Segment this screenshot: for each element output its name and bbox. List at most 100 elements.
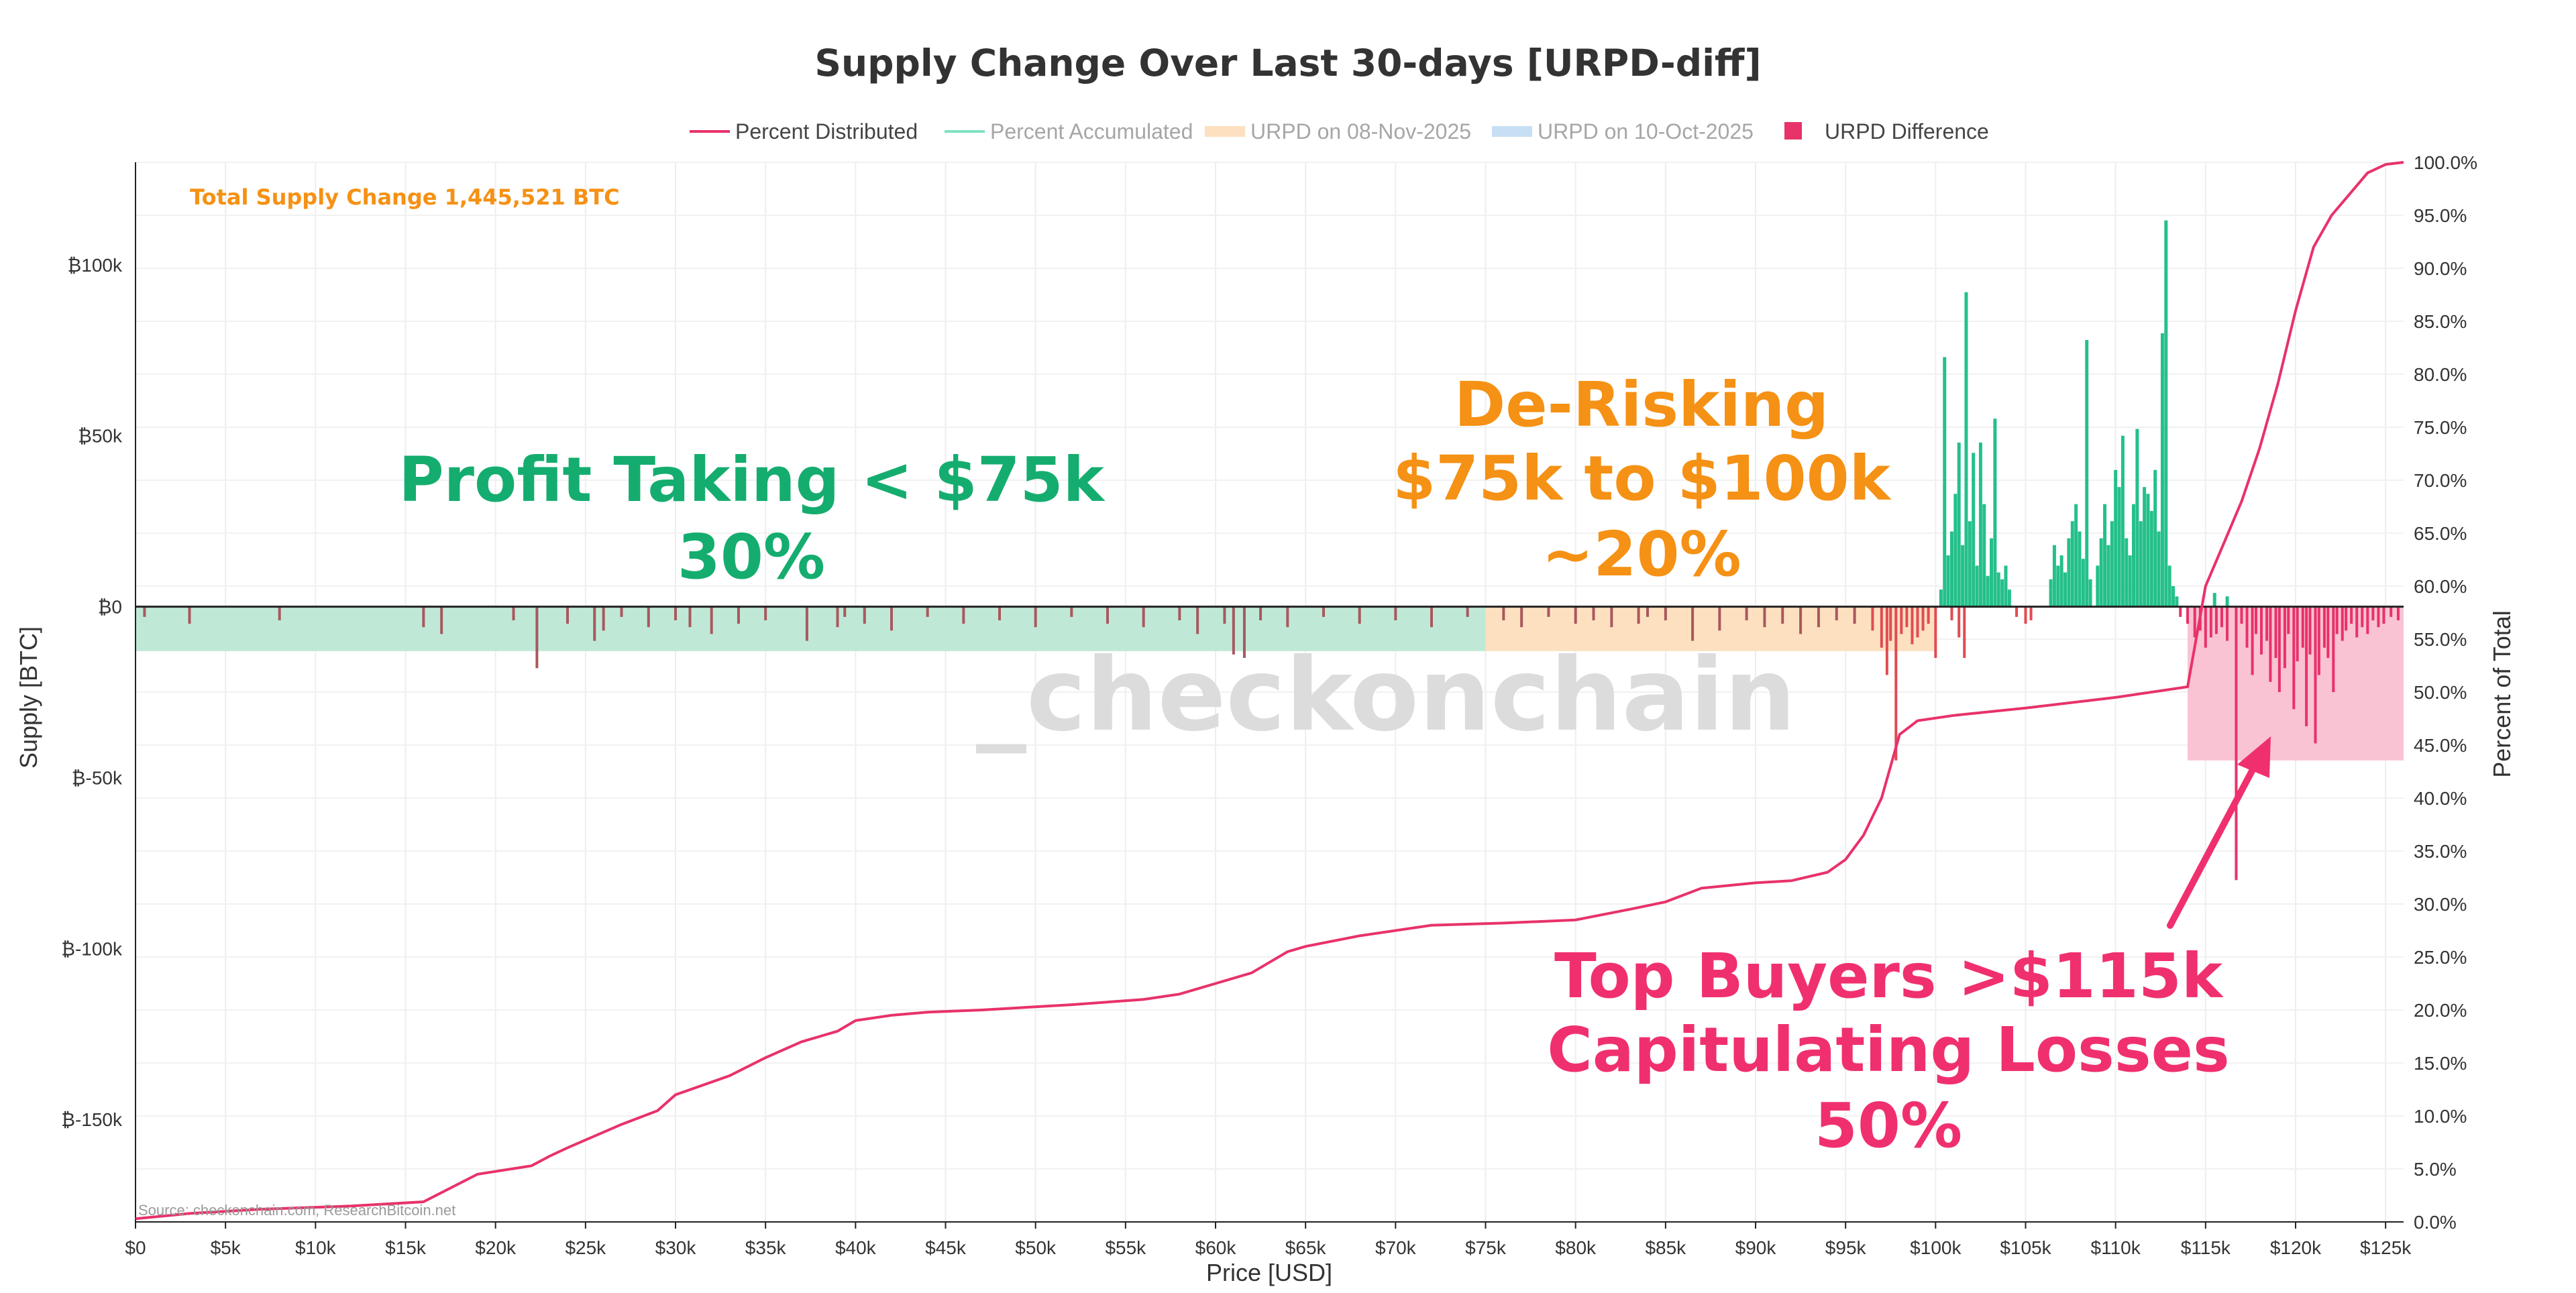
distributed-bar[interactable] [2245,606,2249,648]
distributed-bar[interactable] [2209,606,2212,638]
distributed-bar[interactable] [1900,606,1903,634]
distributed-bar[interactable] [1646,606,1649,617]
distributed-bar[interactable] [1905,606,1909,628]
distributed-bar[interactable] [1466,606,1469,617]
distributed-bar[interactable] [2390,606,2393,617]
distributed-bar[interactable] [2179,606,2182,617]
accumulated-bar[interactable] [2056,565,2060,607]
accumulated-bar[interactable] [2059,555,2063,607]
distributed-bar[interactable] [1106,606,1109,624]
distributed-bar[interactable] [593,606,596,641]
distributed-bar[interactable] [2366,606,2369,634]
distributed-bar[interactable] [1286,606,1289,628]
accumulated-bar[interactable] [2074,504,2078,607]
accumulated-bar[interactable] [2096,565,2100,607]
accumulated-bar[interactable] [2143,487,2147,607]
accumulated-bar[interactable] [2000,579,2004,607]
distributed-bar[interactable] [1934,606,1937,659]
accumulated-bar[interactable] [2052,545,2056,607]
distributed-bar[interactable] [2186,606,2189,624]
accumulated-bar[interactable] [2067,538,2071,607]
distributed-bar[interactable] [1142,606,1145,628]
distributed-bar[interactable] [1034,606,1037,628]
accumulated-bar[interactable] [2063,572,2068,607]
distributed-bar[interactable] [1637,606,1640,624]
distributed-bar[interactable] [1781,606,1784,624]
distributed-bar[interactable] [2226,606,2229,641]
distributed-bar[interactable] [836,606,839,628]
accumulated-bar[interactable] [1982,504,1986,607]
distributed-bar[interactable] [1885,606,1888,675]
accumulated-bar[interactable] [2110,521,2114,607]
legend[interactable]: Percent Distributed Percent Accumulated … [690,119,1989,144]
distributed-bar[interactable] [566,606,569,624]
distributed-bar[interactable] [1223,606,1226,624]
distributed-bar[interactable] [2317,606,2320,675]
distributed-bar[interactable] [2265,606,2269,641]
distributed-bar[interactable] [1196,606,1199,634]
distributed-bar[interactable] [278,606,281,620]
distributed-bar[interactable] [1322,606,1325,617]
distributed-bar[interactable] [2296,606,2299,662]
distributed-bar[interactable] [535,606,539,669]
distributed-bar[interactable] [2332,606,2335,692]
distributed-bar[interactable] [688,606,692,628]
distributed-bar[interactable] [2024,606,2027,624]
distributed-bar[interactable] [2355,606,2359,638]
accumulated-bar[interactable] [1939,589,1943,607]
accumulated-bar[interactable] [2078,531,2082,607]
distributed-bar[interactable] [2029,606,2033,620]
distributed-bar[interactable] [1430,606,1433,628]
distributed-bar[interactable] [1963,606,1966,659]
distributed-bar[interactable] [2341,606,2344,641]
distributed-bar[interactable] [1070,606,1073,617]
accumulated-bar[interactable] [2088,579,2092,607]
accumulated-bar[interactable] [1957,442,1961,607]
accumulated-bar[interactable] [2128,555,2132,607]
legend-label-urpd-nov[interactable]: URPD on 08-Nov-2025 [1250,119,1471,144]
distributed-bar[interactable] [2371,606,2375,620]
accumulated-bar[interactable] [2135,429,2139,607]
accumulated-bar[interactable] [2085,340,2089,607]
accumulated-bar[interactable] [2149,510,2153,607]
distributed-bar[interactable] [1871,606,1874,631]
legend-label-urpd-oct[interactable]: URPD on 10-Oct-2025 [1538,119,1754,144]
distributed-bar[interactable] [2269,606,2272,682]
distributed-bar[interactable] [1835,606,1838,620]
distributed-bar[interactable] [2214,606,2218,634]
accumulated-bar[interactable] [1990,538,1994,607]
distributed-bar[interactable] [1691,606,1695,641]
distributed-bar[interactable] [2301,606,2304,648]
accumulated-bar[interactable] [2164,220,2168,607]
accumulated-bar[interactable] [2103,504,2107,607]
distributed-bar[interactable] [512,606,515,620]
distributed-bar[interactable] [674,606,677,620]
distributed-bar[interactable] [1927,606,1930,624]
legend-label-accumulated[interactable]: Percent Accumulated [990,119,1193,144]
accumulated-bar[interactable] [2070,521,2074,607]
distributed-bar[interactable] [890,606,893,631]
distributed-bar[interactable] [2314,606,2317,744]
accumulated-bar[interactable] [2175,596,2179,607]
distributed-bar[interactable] [1799,606,1803,634]
distributed-bar[interactable] [1745,606,1748,620]
accumulated-bar[interactable] [2007,589,2011,607]
distributed-bar[interactable] [1889,606,1892,641]
distributed-bar[interactable] [2220,606,2223,628]
distributed-bar[interactable] [2350,606,2353,624]
distributed-bar[interactable] [1394,606,1397,620]
accumulated-bar[interactable] [2099,538,2103,607]
distributed-bar[interactable] [2361,606,2364,628]
accumulated-bar[interactable] [2146,494,2150,607]
distributed-bar[interactable] [1763,606,1766,628]
distributed-bar[interactable] [1957,606,1961,638]
distributed-bar[interactable] [2305,606,2308,726]
distributed-bar[interactable] [2254,606,2257,634]
accumulated-bar[interactable] [1978,442,1982,607]
accumulated-bar[interactable] [1953,494,1957,607]
accumulated-bar[interactable] [2171,586,2176,607]
accumulated-bar[interactable] [1949,531,1953,607]
distributed-bar[interactable] [422,606,425,628]
distributed-bar[interactable] [2396,606,2400,620]
accumulated-bar[interactable] [1964,292,1968,607]
